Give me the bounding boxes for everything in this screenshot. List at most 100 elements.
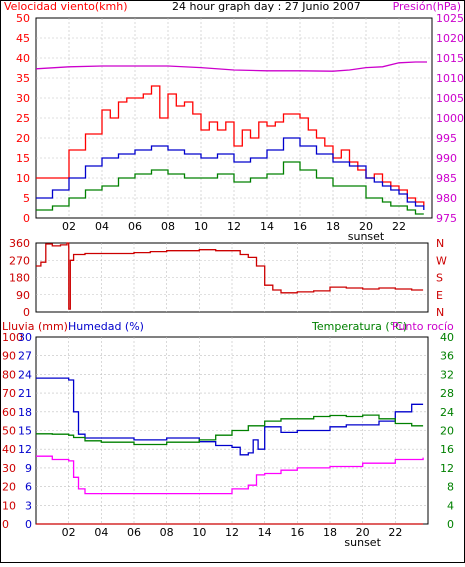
pressure-tick-label: 995	[436, 132, 457, 145]
humidity-tick-label: 12	[18, 443, 32, 456]
humidity-tick-label: 21	[18, 387, 32, 400]
series-layer	[35, 61, 427, 525]
humidity-tick-label: 3	[25, 499, 32, 512]
chart-title: 24 hour graph day : 27 Junio 2007	[172, 0, 361, 13]
x-tick-label: 04	[95, 220, 109, 233]
temperature-tick-label: 28	[440, 387, 454, 400]
temperature-tick-label: 0	[447, 518, 454, 531]
x-tick-label: 22	[388, 526, 402, 539]
wind-tick-label: 10	[16, 172, 30, 185]
temperature-tick-label: 36	[440, 350, 454, 363]
direction-tick-label: 360	[9, 237, 30, 250]
temperature-tick-label: 4	[447, 499, 454, 512]
x-tick-label: 18	[323, 526, 337, 539]
pressure-tick-label: 980	[436, 192, 457, 205]
direction-tick-label: 0	[23, 306, 30, 319]
rain-tick-label: 70	[2, 387, 16, 400]
compass-label: E	[436, 289, 443, 302]
pressure-tick-label: 975	[436, 212, 457, 225]
rain-tick-label: 50	[2, 425, 16, 438]
x-tick-label: 16	[293, 220, 307, 233]
rain-tick-label: 60	[2, 406, 16, 419]
wind-axis-label: Velocidad viento(kmh)	[4, 0, 128, 13]
rain-tick-label: 30	[2, 462, 16, 475]
x-tick-label: 14	[258, 526, 272, 539]
pressure-tick-label: 1025	[436, 12, 464, 25]
rain-tick-label: 0	[2, 518, 9, 531]
wind-tick-label: 45	[16, 32, 30, 45]
pressure-tick-label: 1000	[436, 112, 464, 125]
wind-tick-label: 40	[16, 52, 30, 65]
x-tick-label: 12	[225, 526, 239, 539]
dewpoint-axis-label: Punto rocío	[392, 320, 454, 333]
x-tick-label: 18	[326, 220, 340, 233]
pressure-tick-label: 1020	[436, 32, 464, 45]
x-tick-label: 14	[260, 220, 274, 233]
temperature-tick-label: 40	[440, 331, 454, 344]
x-tick-label: 20	[359, 220, 373, 233]
compass-label: N	[436, 306, 444, 319]
x-tick-label: 22	[392, 220, 406, 233]
sunset-annotation: sunset	[344, 536, 381, 549]
series-direction	[36, 242, 424, 310]
wind-tick-label: 50	[16, 12, 30, 25]
x-tick-label: 12	[227, 220, 241, 233]
pressure-tick-label: 985	[436, 172, 457, 185]
x-tick-label: 08	[160, 526, 174, 539]
series-temperature	[36, 414, 424, 446]
wind-tick-label: 30	[16, 92, 30, 105]
compass-label: W	[436, 254, 447, 267]
rain-tick-label: 20	[2, 481, 16, 494]
humidity-tick-label: 9	[25, 462, 32, 475]
series-pressure	[35, 61, 427, 72]
wind-tick-label: 15	[16, 152, 30, 165]
wind-tick-label: 20	[16, 132, 30, 145]
x-tick-label: 04	[94, 526, 108, 539]
temperature-tick-label: 16	[440, 443, 454, 456]
series-min	[36, 161, 424, 215]
pressure-tick-label: 1005	[436, 92, 464, 105]
x-tick-label: 02	[62, 526, 76, 539]
rain-tick-label: 80	[2, 368, 16, 381]
pressure-tick-label: 1010	[436, 72, 464, 85]
rain-tick-label: 40	[2, 443, 16, 456]
sunset-annotation: sunset	[348, 230, 385, 243]
humidity-tick-label: 27	[18, 350, 32, 363]
series-dewpoint	[36, 455, 424, 495]
humidity-tick-label: 0	[25, 518, 32, 531]
x-tick-label: 10	[194, 220, 208, 233]
compass-label: N	[436, 237, 444, 250]
humidity-tick-label: 24	[18, 368, 32, 381]
wind-tick-label: 25	[16, 112, 30, 125]
wind-tick-label: 5	[23, 192, 30, 205]
humidity-tick-label: 30	[18, 331, 32, 344]
direction-tick-label: 90	[16, 289, 30, 302]
rain-tick-label: 90	[2, 350, 16, 363]
series-avg	[36, 137, 425, 210]
x-tick-label: 06	[128, 220, 142, 233]
temperature-tick-label: 32	[440, 368, 454, 381]
rain-tick-label: 100	[2, 331, 23, 344]
x-tick-label: 10	[192, 526, 206, 539]
wind-tick-label: 0	[23, 212, 30, 225]
x-tick-label: 08	[161, 220, 175, 233]
humidity-axis-label: Humedad (%)	[68, 320, 144, 333]
x-tick-label: 06	[127, 526, 141, 539]
pressure-axis-label: Presión(hPa)	[393, 0, 461, 13]
x-tick-label: 20	[356, 526, 370, 539]
rain-axis-label: Lluvia (mm)	[2, 320, 68, 333]
x-tick-label: 16	[290, 526, 304, 539]
compass-label: S	[436, 272, 443, 285]
temperature-axis-label: Temperatura (°C)	[311, 320, 407, 333]
direction-tick-label: 180	[9, 272, 30, 285]
wind-tick-label: 35	[16, 72, 30, 85]
series-humidity	[36, 377, 424, 456]
temperature-tick-label: 20	[440, 425, 454, 438]
pressure-tick-label: 1015	[436, 52, 464, 65]
direction-tick-label: 270	[9, 254, 30, 267]
axes-layer: 0510152025303540455097598098599099510001…	[2, 12, 464, 549]
pressure-tick-label: 990	[436, 152, 457, 165]
